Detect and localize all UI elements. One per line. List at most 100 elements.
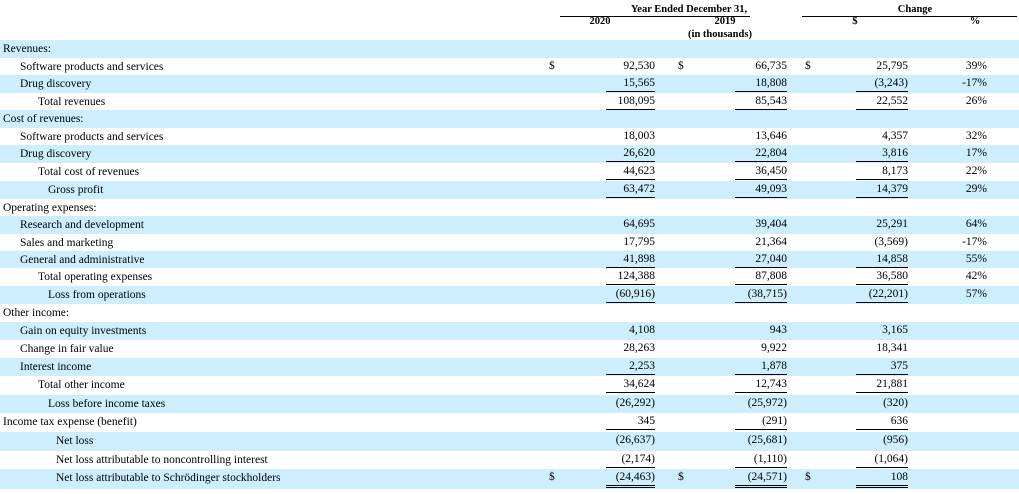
value-cell-v2019: (25,972) (747, 397, 787, 409)
value-cell-v2019: 36,450 (735, 164, 787, 180)
row-label: Other income: (3, 307, 70, 319)
value-cell-pct: 29% (965, 183, 987, 195)
value-cell-chg: 636 (856, 414, 908, 430)
currency-symbol: $ (549, 60, 555, 72)
value-cell-chg: 375 (856, 359, 908, 375)
value-cell-chg: 21,881 (856, 377, 908, 393)
value-cell-pct: 42% (965, 270, 987, 282)
table-row: Net loss attributable to noncontrolling … (0, 451, 1019, 469)
value-cell-pct: 57% (965, 288, 987, 300)
row-label: Change in fair value (20, 343, 114, 355)
value-cell-chg: (956) (883, 434, 908, 446)
row-label: Software products and services (20, 61, 164, 73)
value-cell-chg: 14,858 (856, 252, 908, 268)
value-cell-v2019: 22,804 (735, 146, 787, 162)
value-cell-v2020: 28,263 (623, 342, 655, 354)
value-cell-v2020: 108,095 (606, 94, 655, 110)
value-cell-chg: 8,173 (856, 164, 908, 180)
change-title: Change (897, 4, 933, 15)
value-cell-v2020: 15,565 (606, 76, 655, 92)
value-cell-v2020: 124,388 (606, 269, 655, 285)
table-row: Net loss attributable to Schrödinger sto… (0, 469, 1019, 489)
value-cell-v2020: 26,620 (606, 146, 655, 162)
row-label: Research and development (20, 219, 144, 231)
table-row: Net loss (26,637) (25,681) (956) (0, 432, 1019, 451)
row-label: Gain on equity investments (20, 325, 147, 337)
value-cell-pct: -17% (962, 236, 987, 248)
table-row: Total revenues 108,095 85,543 22,552 26% (0, 93, 1019, 110)
value-cell-v2020: (26,637) (615, 434, 655, 446)
row-label: Drug discovery (20, 78, 92, 90)
value-cell-chg: 3,816 (856, 146, 908, 162)
currency-symbol: $ (805, 60, 811, 72)
value-cell-v2019: 49,093 (735, 182, 787, 198)
period-title-rule (560, 16, 750, 17)
value-cell-chg: 36,580 (856, 269, 908, 285)
table-row: Drug discovery 15,565 18,808 (3,243) -17% (0, 75, 1019, 93)
table-row: Total operating expenses 124,388 87,808 36,… (0, 268, 1019, 286)
value-cell-chg: (320) (883, 397, 908, 409)
row-label: Net loss attributable to Schrödinger sto… (56, 472, 281, 484)
value-cell-pct: 32% (965, 130, 987, 142)
value-cell-pct: 64% (965, 218, 987, 230)
value-cell-v2020: (60,916) (606, 287, 655, 303)
value-cell-v2020: 64,695 (623, 218, 655, 230)
value-cell-v2020: 345 (606, 414, 655, 430)
table-row: Income tax expense (benefit) 345 (291) 636 (0, 413, 1019, 432)
row-label: Drug discovery (20, 148, 92, 160)
table-row: Sales and marketing 17,795 21,364 (3,569) -1… (0, 234, 1019, 251)
table-row: Revenues: (0, 40, 1019, 58)
value-cell-chg: (1,064) (856, 452, 908, 468)
row-label: Loss before income taxes (48, 398, 166, 410)
value-cell-v2020: (24,463) (606, 470, 655, 488)
value-cell-v2019: 85,543 (735, 94, 787, 110)
value-cell-chg: 3,165 (882, 324, 908, 336)
row-label: Sales and marketing (20, 237, 114, 249)
row-label: Software products and services (20, 131, 164, 143)
col-header-change-pct: % (969, 16, 981, 27)
value-cell-v2020: 34,624 (606, 377, 655, 393)
value-cell-v2019: 21,364 (755, 236, 787, 248)
value-cell-v2020: (26,292) (615, 397, 655, 409)
change-title-rule (802, 16, 1017, 17)
value-cell-chg: (3,243) (856, 76, 908, 92)
row-label: General and administrative (20, 254, 145, 266)
currency-symbol: $ (678, 471, 684, 483)
value-cell-v2020: 4,108 (629, 324, 655, 336)
row-label: Total revenues (38, 96, 106, 108)
table-row: Software products and services 92,530 $66,… (0, 58, 1019, 75)
currency-symbol: $ (805, 471, 811, 483)
value-cell-v2019: (24,571) (735, 470, 787, 488)
value-cell-v2019: 87,808 (735, 269, 787, 285)
value-cell-v2020: 2,253 (606, 359, 655, 375)
value-cell-v2020: 92,530 (623, 60, 655, 72)
table-row: Software products and services 18,003 13,6… (0, 128, 1019, 145)
row-label: Revenues: (3, 43, 51, 55)
value-cell-v2019: 943 (769, 324, 787, 336)
table-row: Cost of revenues: (0, 110, 1019, 128)
col-header-2020: 2020 (589, 16, 611, 27)
value-cell-pct: 39% (965, 60, 987, 72)
units-note: (in thousands) (688, 29, 752, 40)
row-label: Gross profit (48, 184, 104, 196)
value-cell-chg: 14,379 (856, 182, 908, 198)
table-row: Interest income 2,253 1,878 375 (0, 358, 1019, 376)
value-cell-pct: 17% (965, 147, 987, 159)
value-cell-v2019: 18,808 (735, 76, 787, 92)
value-cell-v2019: (291) (735, 414, 787, 430)
col-header-change-dollar: $ (852, 16, 858, 27)
table-row: Loss before income taxes (26,292) (25,972)… (0, 395, 1019, 413)
row-label: Interest income (20, 361, 92, 373)
period-title: Year Ended December 31, (630, 4, 748, 15)
value-cell-v2019: 13,646 (755, 130, 787, 142)
value-cell-v2020: 18,003 (623, 130, 655, 142)
row-label: Total operating expenses (38, 271, 153, 283)
value-cell-pct: -17% (962, 77, 987, 89)
value-cell-pct: 55% (965, 253, 987, 265)
value-cell-pct: 22% (965, 165, 987, 177)
row-label: Operating expenses: (3, 202, 97, 214)
table-row: Gross profit 63,472 49,093 14,379 29% (0, 181, 1019, 199)
value-cell-v2019: 27,040 (735, 252, 787, 268)
value-cell-v2019: 66,735 (755, 60, 787, 72)
table-row: Research and development 64,695 39,404 25,2… (0, 216, 1019, 234)
